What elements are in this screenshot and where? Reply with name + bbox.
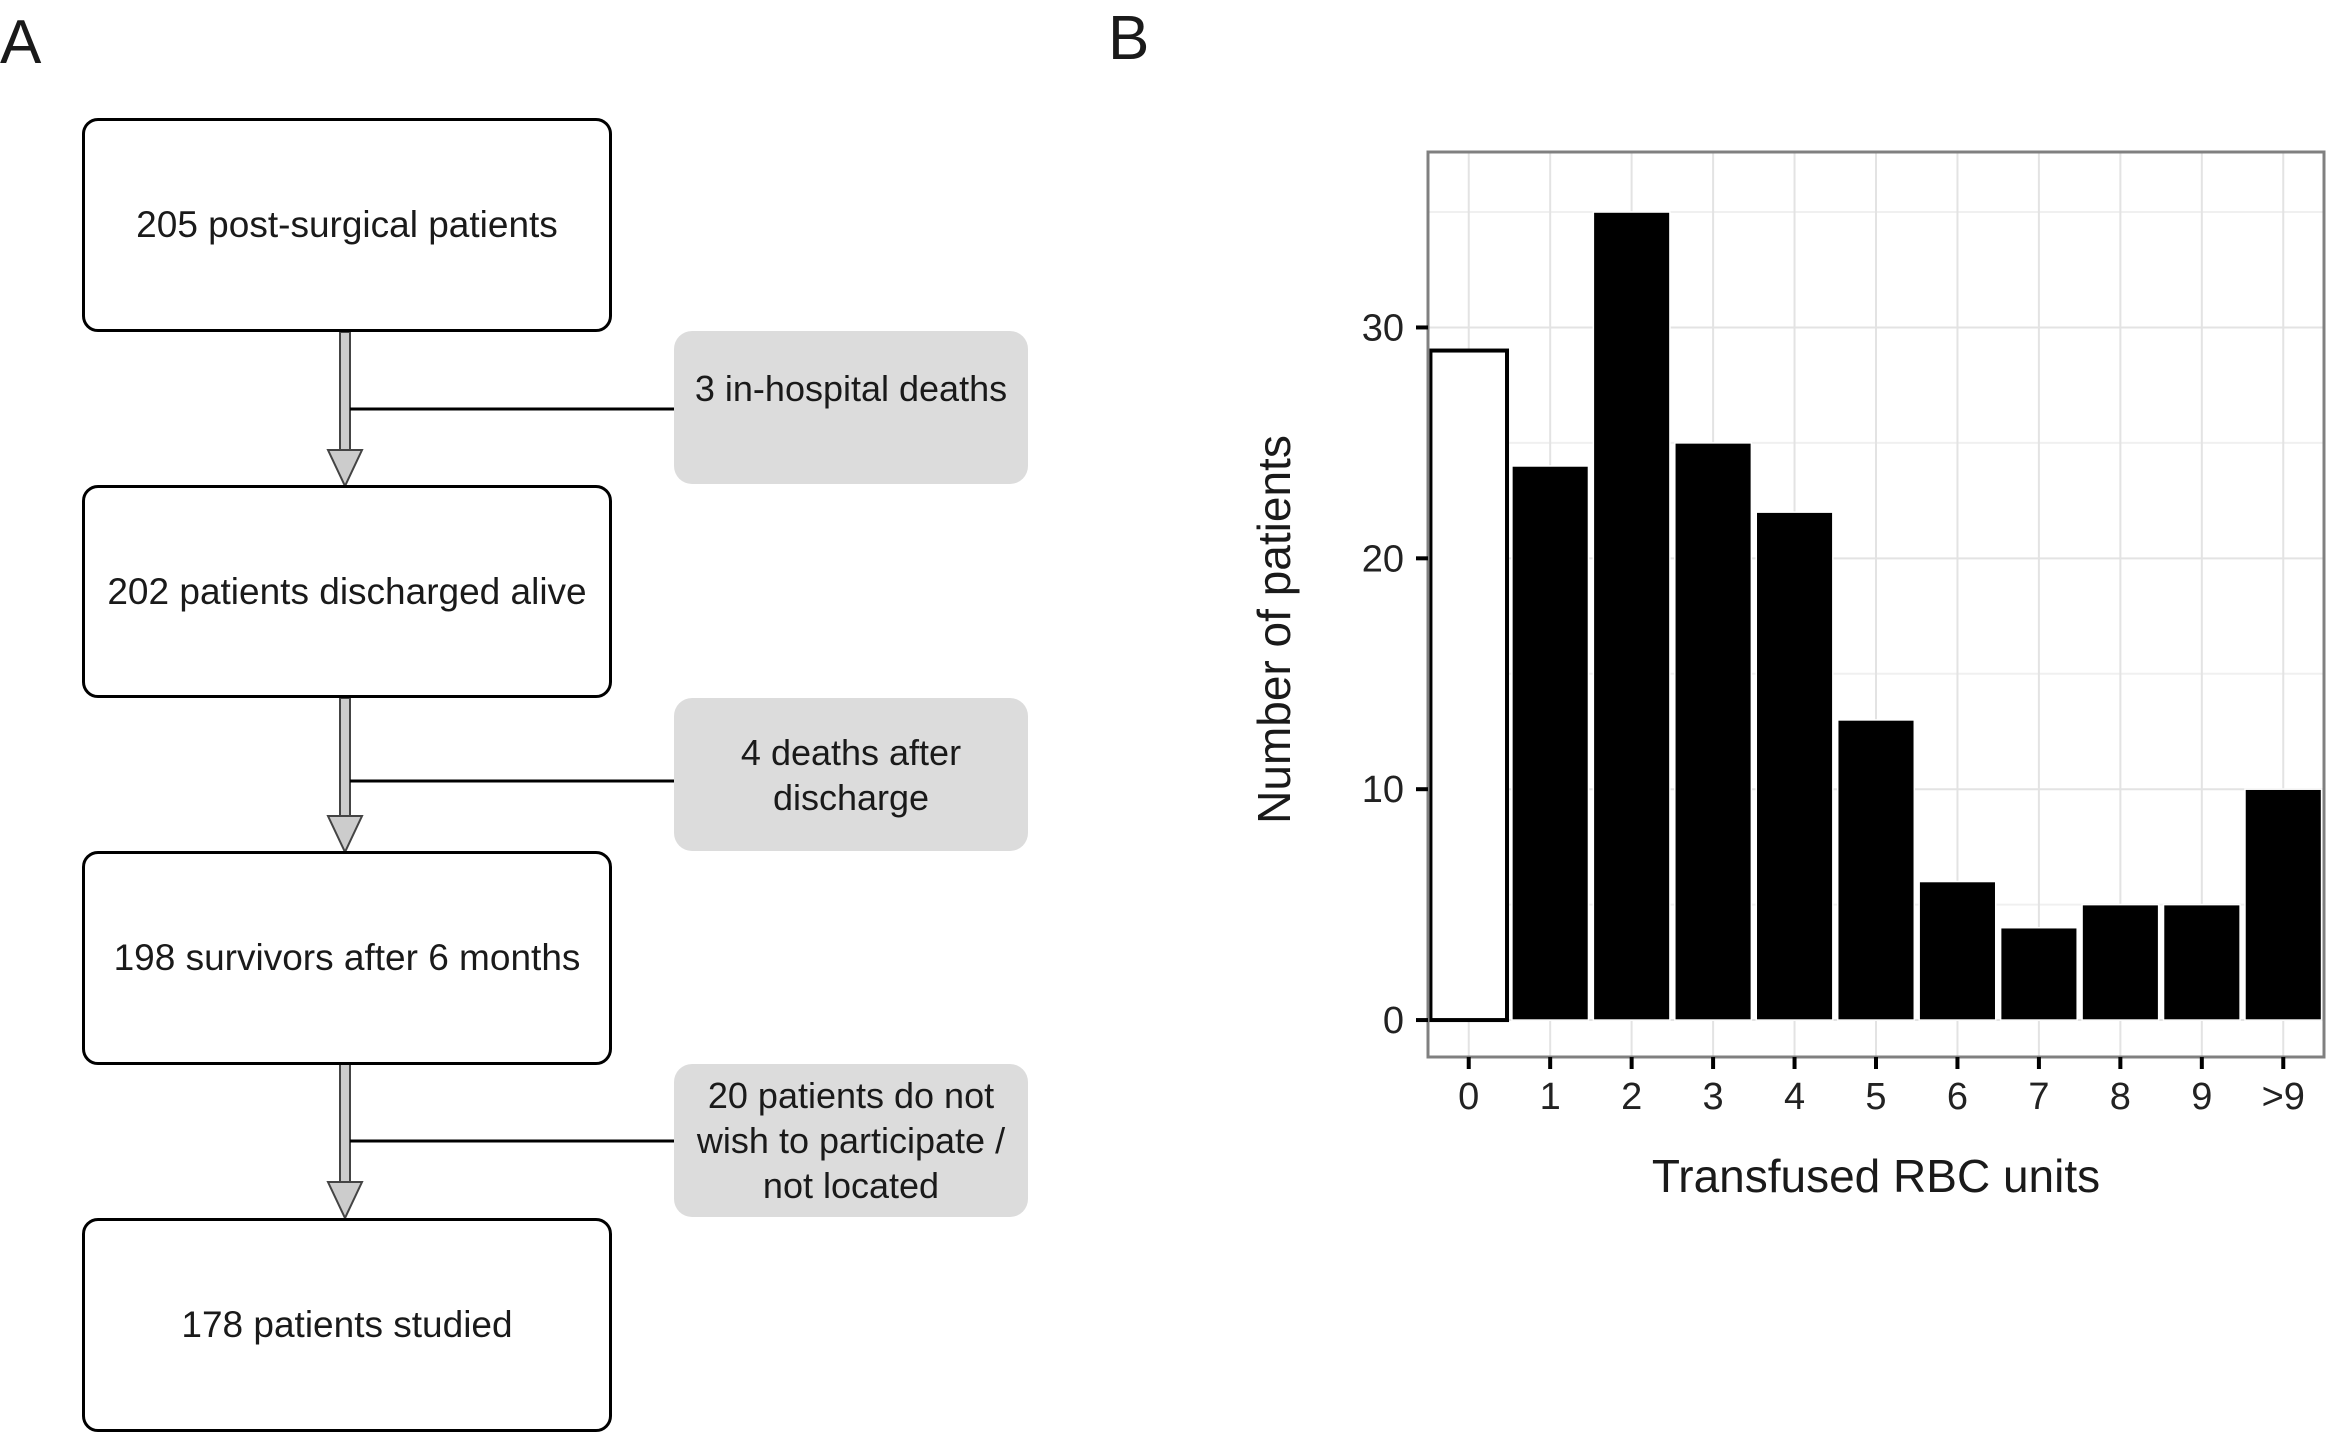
exclusion-text-line: wish to participate / bbox=[696, 1120, 1006, 1161]
x-tick-label: 2 bbox=[1621, 1076, 1642, 1118]
bar-gt9 bbox=[2244, 788, 2323, 1021]
flowchart-connectors bbox=[326, 331, 675, 1221]
x-tick-label: 7 bbox=[2028, 1076, 2049, 1118]
bar-8 bbox=[2081, 903, 2160, 1021]
exclusion-box-in-hospital-deaths: 3 in-hospital deaths bbox=[674, 331, 1028, 484]
panel-label-a: A bbox=[0, 8, 42, 77]
y-tick-label: 10 bbox=[1362, 769, 1404, 811]
y-tick-label: 0 bbox=[1383, 1000, 1404, 1042]
y-axis-title: Number of patients bbox=[1248, 435, 1300, 824]
bar-7 bbox=[1999, 926, 2078, 1021]
x-axis-title: Transfused RBC units bbox=[1652, 1150, 2100, 1202]
x-tick-label: 1 bbox=[1540, 1076, 1561, 1118]
flow-box-enrolled: 205 post-surgical patients bbox=[82, 118, 612, 332]
arrow-1 bbox=[326, 331, 675, 489]
exclusion-box-deaths-after-discharge: 4 deaths after discharge bbox=[674, 698, 1028, 851]
x-tick-label: >9 bbox=[2262, 1076, 2305, 1118]
x-tick-label: 0 bbox=[1458, 1076, 1479, 1118]
flow-box-text: 178 patients studied bbox=[181, 1304, 513, 1345]
x-tick-label: 4 bbox=[1784, 1076, 1805, 1118]
panel-label-b: B bbox=[1108, 4, 1150, 73]
bar-5 bbox=[1836, 719, 1916, 1021]
x-tick-label: 9 bbox=[2191, 1076, 2212, 1118]
x-tick-label: 3 bbox=[1703, 1076, 1724, 1118]
x-tick-label: 6 bbox=[1947, 1076, 1968, 1118]
exclusion-text-line: 20 patients do not bbox=[707, 1075, 995, 1116]
exclusion-text-line: not located bbox=[762, 1165, 940, 1206]
exclusion-text-line: discharge bbox=[772, 776, 930, 818]
bar-6 bbox=[1918, 880, 1997, 1021]
flow-box-text: 198 survivors after 6 months bbox=[113, 937, 581, 978]
axis-layer: 0 10 20 30 0 1 2 3 4 5 6 7 8 9 >9 bbox=[1362, 307, 2305, 1118]
x-tick-label: 5 bbox=[1865, 1076, 1886, 1118]
exclusion-text-line: 3 in-hospital deaths bbox=[694, 368, 1008, 409]
bar-3 bbox=[1674, 442, 1753, 1021]
exclusion-box-not-participating: 20 patients do not wish to participate /… bbox=[674, 1064, 1028, 1217]
flow-box-text: 205 post-surgical patients bbox=[136, 204, 558, 245]
flow-box-discharged: 202 patients discharged alive bbox=[82, 485, 612, 698]
y-tick-label: 20 bbox=[1362, 538, 1404, 580]
flow-box-survivors: 198 survivors after 6 months bbox=[82, 851, 612, 1065]
bar-0 bbox=[1428, 348, 1510, 1023]
bar-1 bbox=[1511, 465, 1590, 1021]
flow-box-text: 202 patients discharged alive bbox=[107, 570, 587, 612]
bar-2 bbox=[1592, 211, 1671, 1021]
arrow-2 bbox=[326, 697, 675, 855]
bar-4 bbox=[1755, 511, 1834, 1021]
bar-layer bbox=[1428, 211, 2323, 1023]
y-tick-label: 30 bbox=[1362, 307, 1404, 349]
exclusion-text-line: 4 deaths after bbox=[740, 731, 962, 773]
bar-9 bbox=[2162, 903, 2241, 1021]
x-tick-label: 8 bbox=[2110, 1076, 2131, 1118]
flow-box-studied: 178 patients studied bbox=[82, 1218, 612, 1432]
